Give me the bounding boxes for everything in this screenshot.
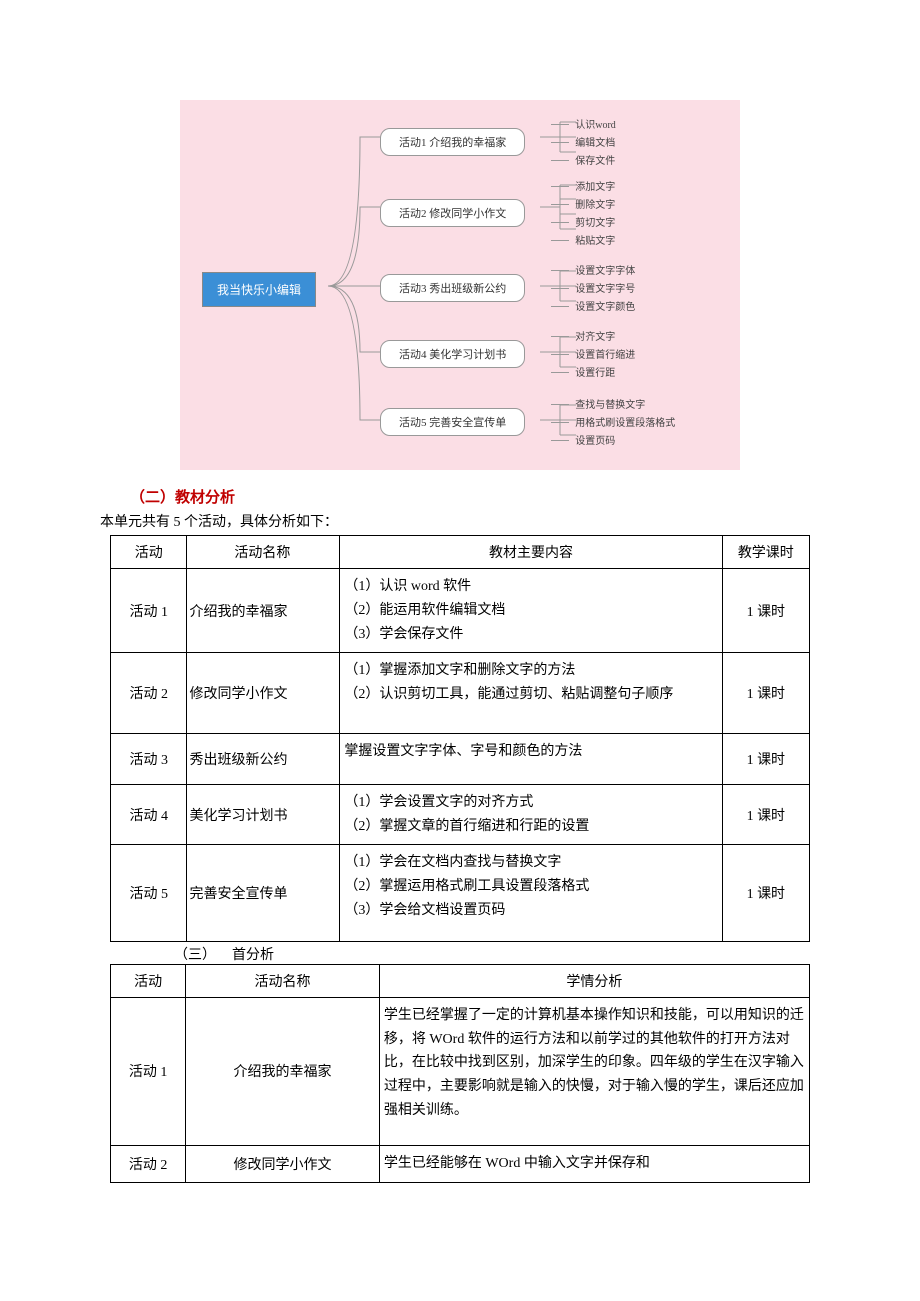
mindmap-branch-3: 活动3 秀出班级新公约 设置文字字体 设置文字字号 设置文字颜色	[380, 262, 635, 313]
cell-activity: 活动 1	[111, 569, 187, 653]
col-name: 活动名称	[187, 536, 340, 569]
content-line: （1）学会在文档内查找与替换文字	[344, 851, 717, 875]
leaf: 用格式刷设置段落格式	[569, 414, 675, 429]
cell-content: （1）学会设置文字的对齐方式 （2）掌握文章的首行缩进和行距的设置	[340, 784, 722, 845]
leaf: 编辑文档	[569, 134, 616, 149]
cell-name: 完善安全宣传单	[187, 845, 340, 941]
leaf: 粘贴文字	[569, 232, 615, 247]
leaf: 设置文字字体	[569, 262, 635, 277]
cell-hours: 1 课时	[722, 653, 809, 734]
col-activity: 活动	[111, 964, 186, 997]
content-line: （2）认识剪切工具，能通过剪切、粘贴调整句子顺序	[344, 683, 717, 707]
content-line: （2）掌握文章的首行缩进和行距的设置	[344, 815, 717, 839]
col-activity: 活动	[111, 536, 187, 569]
branch-5-label: 活动5 完善安全宣传单	[380, 408, 525, 436]
leaf: 删除文字	[569, 196, 615, 211]
cell-content: 掌握设置文字字体、字号和颜色的方法	[340, 733, 722, 784]
cell-activity: 活动 3	[111, 733, 187, 784]
cell-name: 美化学习计划书	[187, 784, 340, 845]
table-row: 活动 3 秀出班级新公约 掌握设置文字字体、字号和颜色的方法 1 课时	[111, 733, 810, 784]
cell-analysis: 学生已经能够在 WOrd 中输入文字并保存和	[379, 1145, 809, 1182]
leaf: 设置文字字号	[569, 280, 635, 295]
cell-hours: 1 课时	[722, 733, 809, 784]
mindmap-root-node: 我当快乐小编辑	[202, 272, 316, 307]
section-2-intro: 本单元共有 5 个活动，具体分析如下：	[50, 511, 870, 531]
leaf: 认识word	[569, 116, 616, 131]
cell-activity: 活动 4	[111, 784, 187, 845]
cell-name: 介绍我的幸福家	[187, 569, 340, 653]
content-line: （1）认识 word 软件	[344, 575, 717, 599]
cell-activity: 活动 2	[111, 653, 187, 734]
leaf: 对齐文字	[569, 328, 635, 343]
leaf: 查找与替换文字	[569, 396, 675, 411]
leaf: 设置页码	[569, 432, 675, 447]
section-2-heading: （二）教材分析	[50, 486, 870, 507]
table-header-row: 活动 活动名称 教材主要内容 教学课时	[111, 536, 810, 569]
branch-2-label: 活动2 修改同学小作文	[380, 199, 525, 227]
cell-content: （1）掌握添加文字和删除文字的方法 （2）认识剪切工具，能通过剪切、粘贴调整句子…	[340, 653, 722, 734]
leaf: 设置文字颜色	[569, 298, 635, 313]
cell-name: 秀出班级新公约	[187, 733, 340, 784]
mindmap-branch-1: 活动1 介绍我的幸福家 认识word 编辑文档 保存文件	[380, 116, 616, 167]
cell-analysis: 学生已经掌握了一定的计算机基本操作知识和技能，可以用知识的迁移，将 WOrd 软…	[379, 997, 809, 1145]
branch-3-label: 活动3 秀出班级新公约	[380, 274, 525, 302]
content-line: （1）掌握添加文字和删除文字的方法	[344, 659, 717, 683]
leaf: 设置首行缩进	[569, 346, 635, 361]
col-content: 教材主要内容	[340, 536, 722, 569]
branch-4-label: 活动4 美化学习计划书	[380, 340, 525, 368]
analysis-text: 学生已经掌握了一定的计算机基本操作知识和技能，可以用知识的迁移，将 WOrd 软…	[384, 1004, 805, 1123]
branch-1-label: 活动1 介绍我的幸福家	[380, 128, 525, 156]
table-row: 活动 1 介绍我的幸福家 学生已经掌握了一定的计算机基本操作知识和技能，可以用知…	[111, 997, 810, 1145]
leaf: 保存文件	[569, 152, 616, 167]
mindmap-branch-2: 活动2 修改同学小作文 添加文字 删除文字 剪切文字 粘贴文字	[380, 178, 615, 247]
table-row: 活动 2 修改同学小作文 学生已经能够在 WOrd 中输入文字并保存和	[111, 1145, 810, 1182]
section-3-heading-b: 首分析	[230, 944, 274, 964]
table-row: 活动 2 修改同学小作文 （1）掌握添加文字和删除文字的方法 （2）认识剪切工具…	[111, 653, 810, 734]
leaf: 剪切文字	[569, 214, 615, 229]
cell-name: 修改同学小作文	[187, 653, 340, 734]
content-line: （1）学会设置文字的对齐方式	[344, 791, 717, 815]
cell-name: 修改同学小作文	[186, 1145, 380, 1182]
section-3-heading-a: （三）	[160, 944, 230, 964]
analysis-text: 学生已经能够在 WOrd 中输入文字并保存和	[384, 1152, 805, 1176]
learning-analysis-table: 活动 活动名称 学情分析 活动 1 介绍我的幸福家 学生已经掌握了一定的计算机基…	[110, 964, 810, 1183]
table-row: 活动 5 完善安全宣传单 （1）学会在文档内查找与替换文字 （2）掌握运用格式刷…	[111, 845, 810, 941]
content-line: （3）学会给文档设置页码	[344, 899, 717, 923]
cell-activity: 活动 2	[111, 1145, 186, 1182]
content-line: （3）学会保存文件	[344, 623, 717, 647]
cell-activity: 活动 1	[111, 997, 186, 1145]
leaf: 添加文字	[569, 178, 615, 193]
material-analysis-table: 活动 活动名称 教材主要内容 教学课时 活动 1 介绍我的幸福家 （1）认识 w…	[110, 535, 810, 942]
table-row: 活动 4 美化学习计划书 （1）学会设置文字的对齐方式 （2）掌握文章的首行缩进…	[111, 784, 810, 845]
content-line: （2）掌握运用格式刷工具设置段落格式	[344, 875, 717, 899]
cell-content: （1）学会在文档内查找与替换文字 （2）掌握运用格式刷工具设置段落格式 （3）学…	[340, 845, 722, 941]
cell-content: （1）认识 word 软件 （2）能运用软件编辑文档 （3）学会保存文件	[340, 569, 722, 653]
mindmap-container: 我当快乐小编辑 活动1 介绍我的幸福家 认识word 编辑文档 保存文件 活动2…	[180, 100, 740, 470]
col-name: 活动名称	[186, 964, 380, 997]
cell-hours: 1 课时	[722, 569, 809, 653]
mindmap-branch-5: 活动5 完善安全宣传单 查找与替换文字 用格式刷设置段落格式 设置页码	[380, 396, 675, 447]
table-header-row: 活动 活动名称 学情分析	[111, 964, 810, 997]
cell-name: 介绍我的幸福家	[186, 997, 380, 1145]
table-row: 活动 1 介绍我的幸福家 （1）认识 word 软件 （2）能运用软件编辑文档 …	[111, 569, 810, 653]
leaf: 设置行距	[569, 364, 635, 379]
cell-hours: 1 课时	[722, 784, 809, 845]
cell-activity: 活动 5	[111, 845, 187, 941]
mindmap-branch-4: 活动4 美化学习计划书 对齐文字 设置首行缩进 设置行距	[380, 328, 635, 379]
col-hours: 教学课时	[722, 536, 809, 569]
content-line: 掌握设置文字字体、字号和颜色的方法	[344, 740, 717, 764]
cell-hours: 1 课时	[722, 845, 809, 941]
col-analysis: 学情分析	[379, 964, 809, 997]
content-line: （2）能运用软件编辑文档	[344, 599, 717, 623]
